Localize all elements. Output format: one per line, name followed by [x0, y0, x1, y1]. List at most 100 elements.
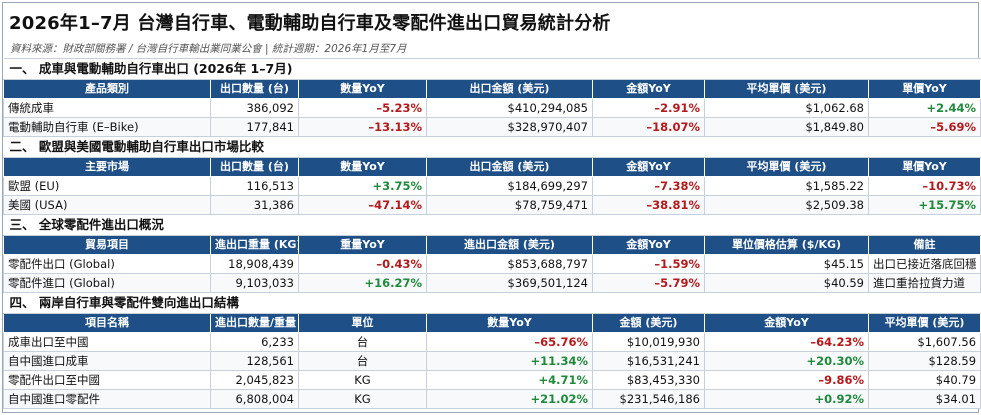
yoy-value: +0.92%: [704, 389, 869, 409]
yoy-value: +15.75%: [867, 195, 981, 215]
unit-cell: 台: [298, 351, 427, 371]
column-header: 項目名稱: [3, 313, 211, 333]
yoy-value: –5.79%: [592, 273, 705, 293]
row-label: 電動輔助自行車 (E–Bike): [3, 117, 211, 137]
table-row: 成車出口至中國 6,233 台 –65.76% $10,019,930 –64.23% $1…: [3, 332, 981, 352]
yoy-value: –1.59%: [592, 254, 705, 274]
column-header: 重量YoY: [298, 235, 427, 255]
yoy-value: +2.44%: [867, 98, 981, 118]
value-cell: $184,699,297: [426, 176, 593, 196]
yoy-value: –64.23%: [704, 332, 869, 352]
table-row: 電動輔助自行車 (E–Bike) 177,841 –13.13% $328,970,4…: [3, 117, 981, 137]
value-cell: 6,233: [210, 332, 299, 352]
value-cell: $231,546,186: [592, 389, 705, 409]
row-label: 自中國進口成車: [3, 351, 211, 371]
unit-cell: KG: [298, 389, 427, 409]
row-label: 零配件出口 (Global): [3, 254, 211, 274]
table-header-row: 項目名稱 進出口數量/重量 單位 數量YoY 金額 (美元) 金額YoY 平均單價 (美元): [3, 313, 981, 333]
yoy-value: –7.38%: [592, 176, 705, 196]
column-header: 金額YoY: [592, 157, 705, 177]
value-cell: $328,970,407: [426, 117, 593, 137]
value-cell: $853,688,797: [426, 254, 593, 274]
column-header: 單價YoY: [867, 79, 981, 99]
column-header: 單位: [298, 313, 427, 333]
unit-cell: KG: [298, 370, 427, 390]
value-cell: $410,294,085: [426, 98, 593, 118]
value-cell: 9,103,033: [210, 273, 299, 293]
section-title: 三、 全球零配件進出口概況: [3, 214, 981, 236]
yoy-value: +3.75%: [298, 176, 427, 196]
value-cell: $34.01: [867, 389, 981, 409]
value-cell: $369,501,124: [426, 273, 593, 293]
value-cell: $78,759,471: [426, 195, 593, 215]
page-subtitle: 資料來源：財政部關務署 / 台灣自行車輸出業同業公會 | 統計週期：2026年1…: [10, 43, 407, 55]
value-cell: $1,062.68: [704, 98, 869, 118]
column-header: 數量YoY: [298, 79, 427, 99]
table-row: 傳統成車 386,092 –5.23% $410,294,085 –2.91% $1,06…: [3, 98, 981, 118]
value-cell: $2,509.38: [704, 195, 869, 215]
section-title-row: 三、 全球零配件進出口概況: [3, 214, 981, 236]
yoy-value: –65.76%: [426, 332, 593, 352]
row-label: 零配件出口至中國: [3, 370, 211, 390]
page-title: 2026年1–7月 台灣自行車、電動輔助自行車及零配件進出口貿易統計分析: [9, 13, 611, 34]
row-label: 自中國進口零配件: [3, 389, 211, 409]
column-header: 進出口數量/重量: [210, 313, 299, 333]
value-cell: $16,531,241: [592, 351, 705, 371]
row-label: 歐盟 (EU): [3, 176, 211, 196]
table-header-row: 主要市場 出口數量 (台) 數量YoY 出口金額 (美元) 金額YoY 平均單價 (美元)…: [3, 157, 981, 177]
section-title: 一、 成車與電動輔助自行車出口 (2026年 1–7月): [3, 58, 981, 80]
column-header: 平均單價 (美元): [704, 157, 869, 177]
section-title-row: 二、 歐盟與美國電動輔助自行車出口市場比較: [3, 136, 981, 158]
yoy-value: –18.07%: [592, 117, 705, 137]
unit-cell: 台: [298, 332, 427, 352]
value-cell: 2,045,823: [210, 370, 299, 390]
column-header: 貿易項目: [3, 235, 211, 255]
yoy-value: –5.69%: [867, 117, 981, 137]
table-header-row: 貿易項目 進出口重量 (KG) 重量YoY 進出口金額 (美元) 金額YoY 單位價格估算…: [3, 235, 981, 255]
yoy-value: –47.14%: [298, 195, 427, 215]
value-cell: 128,561: [210, 351, 299, 371]
value-cell: 18,908,439: [210, 254, 299, 274]
column-header: 出口數量 (台): [210, 79, 299, 99]
yoy-value: +11.34%: [426, 351, 593, 371]
value-cell: $40.79: [867, 370, 981, 390]
yoy-value: +20.30%: [704, 351, 869, 371]
value-cell: 6,808,004: [210, 389, 299, 409]
table-row: 零配件進口 (Global) 9,103,033 +16.27% $369,501,1…: [3, 273, 981, 293]
table-row: 自中國進口成車 128,561 台 +11.34% $16,531,241 +20.30%…: [3, 351, 981, 371]
yoy-value: +4.71%: [426, 370, 593, 390]
row-label: 零配件進口 (Global): [3, 273, 211, 293]
row-label: 傳統成車: [3, 98, 211, 118]
column-header: 金額YoY: [592, 79, 705, 99]
value-cell: $40.59: [704, 273, 869, 293]
table-row: 美國 (USA) 31,386 –47.14% $78,759,471 –38.81% $…: [3, 195, 981, 215]
column-header: 產品類別: [3, 79, 211, 99]
column-header: 出口金額 (美元): [426, 79, 593, 99]
section-title-row: 一、 成車與電動輔助自行車出口 (2026年 1–7月): [3, 58, 981, 80]
value-cell: 31,386: [210, 195, 299, 215]
column-header: 出口金額 (美元): [426, 157, 593, 177]
value-cell: $1,849.80: [704, 117, 869, 137]
table-header-row: 產品類別 出口數量 (台) 數量YoY 出口金額 (美元) 金額YoY 平均單價 (美元)…: [3, 79, 981, 99]
trade-statistics-table: 一、 成車與電動輔助自行車出口 (2026年 1–7月) 產品類別 出口數量 (台)…: [3, 58, 981, 409]
value-cell: $128.59: [867, 351, 981, 371]
section-title-row: 四、 兩岸自行車與零配件雙向進出口結構: [3, 292, 981, 314]
column-header: 主要市場: [3, 157, 211, 177]
column-header: 進出口金額 (美元): [426, 235, 593, 255]
table-row: 歐盟 (EU) 116,513 +3.75% $184,699,297 –7.38% $1…: [3, 176, 981, 196]
yoy-value: –13.13%: [298, 117, 427, 137]
value-cell: $83,453,330: [592, 370, 705, 390]
value-cell: $1,585.22: [704, 176, 869, 196]
column-header: 數量YoY: [426, 313, 593, 333]
section-title: 四、 兩岸自行車與零配件雙向進出口結構: [3, 292, 981, 314]
yoy-value: –0.43%: [298, 254, 427, 274]
column-header: 數量YoY: [298, 157, 427, 177]
yoy-value: –38.81%: [592, 195, 705, 215]
row-label: 美國 (USA): [3, 195, 211, 215]
note-cell: 進口重拾拉貨力道: [867, 273, 981, 293]
yoy-value: +21.02%: [426, 389, 593, 409]
column-header: 金額 (美元): [592, 313, 705, 333]
table-row: 零配件出口至中國 2,045,823 KG +4.71% $83,453,330 –9.8…: [3, 370, 981, 390]
table-row: 自中國進口零配件 6,808,004 KG +21.02% $231,546,186 +0…: [3, 389, 981, 409]
